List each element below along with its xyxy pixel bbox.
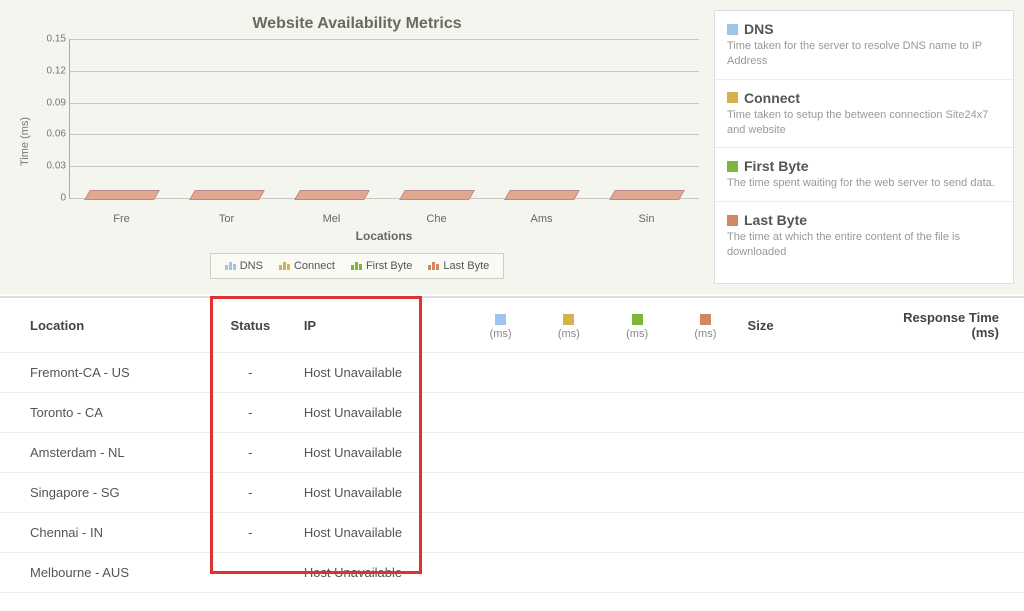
metrics-table: Location Status IP (ms) (ms) (ms) (ms) S…	[0, 298, 1024, 593]
x-ticks: FreTorMelCheAmsSin	[69, 213, 699, 225]
header-response: Response Time (ms)	[876, 298, 1024, 353]
header-status: Status	[205, 298, 296, 353]
header-ip: IP	[296, 298, 467, 353]
table-row: Chennai - IN-Host Unavailable	[0, 513, 1024, 553]
header-size: Size	[740, 298, 877, 353]
header-metric-connect: (ms)	[535, 298, 603, 353]
chart-legend: DNSConnectFirst ByteLast Byte	[210, 253, 505, 279]
header-location: Location	[0, 298, 205, 353]
header-metric-dns: (ms)	[466, 298, 534, 353]
table-row: Fremont-CA - US-Host Unavailable	[0, 353, 1024, 393]
chart-area: Website Availability Metrics Time (ms) 0…	[10, 10, 714, 284]
top-section: Website Availability Metrics Time (ms) 0…	[0, 0, 1024, 294]
side-legend: DNSTime taken for the server to resolve …	[714, 10, 1014, 284]
table-body: Fremont-CA - US-Host UnavailableToronto …	[0, 353, 1024, 593]
y-axis-label: Time (ms)	[15, 39, 35, 243]
table-row: Amsterdam - NL-Host Unavailable	[0, 433, 1024, 473]
x-axis-label: Locations	[69, 229, 699, 243]
table-row: Melbourne - AUS-Host Unavailable	[0, 553, 1024, 593]
header-metric-firstbyte: (ms)	[603, 298, 671, 353]
chart-title: Website Availability Metrics	[15, 15, 699, 33]
chart-grid: 00.030.060.090.120.15	[69, 39, 699, 199]
table-row: Singapore - SG-Host Unavailable	[0, 473, 1024, 513]
table-container: Location Status IP (ms) (ms) (ms) (ms) S…	[0, 296, 1024, 593]
table-header-row: Location Status IP (ms) (ms) (ms) (ms) S…	[0, 298, 1024, 353]
table-row: Toronto - CA-Host Unavailable	[0, 393, 1024, 433]
header-metric-lastbyte: (ms)	[671, 298, 739, 353]
